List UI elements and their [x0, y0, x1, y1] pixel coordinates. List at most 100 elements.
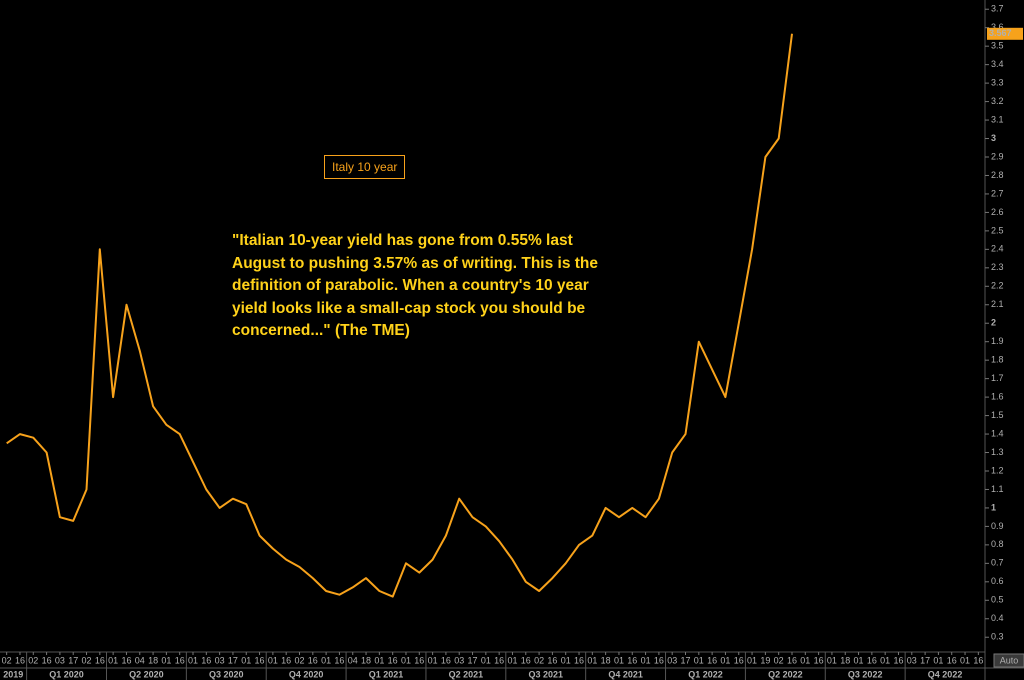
x-tick-label: 01	[800, 655, 810, 665]
y-tick-label: 1.1	[991, 484, 1004, 494]
x-tick-label: 16	[707, 655, 717, 665]
x-tick-label: 17	[920, 655, 930, 665]
x-tick-label: 02	[2, 655, 12, 665]
x-tick-label: 17	[228, 655, 238, 665]
y-tick-label: 3.5	[991, 41, 1004, 51]
y-tick-label: 0.4	[991, 613, 1004, 623]
x-tick-label: 16	[893, 655, 903, 665]
y-tick-label: 2.4	[991, 244, 1004, 254]
y-tick-label: 2.3	[991, 262, 1004, 272]
x-tick-label: 16	[574, 655, 584, 665]
x-tick-label: 16	[95, 655, 105, 665]
y-tick-label: 0.3	[991, 632, 1004, 642]
x-tick-label: 18	[361, 655, 371, 665]
x-tick-label: 16	[42, 655, 52, 665]
y-tick-label: 2.6	[991, 207, 1004, 217]
x-tick-label: 01	[268, 655, 278, 665]
x-tick-label: 01	[428, 655, 438, 665]
x-tick-label: 16	[201, 655, 211, 665]
x-tick-label: 16	[121, 655, 131, 665]
x-group-label: Q1 2021	[369, 669, 404, 679]
y-tick-label: 1.5	[991, 410, 1004, 420]
x-tick-label: 16	[814, 655, 824, 665]
x-tick-label: 03	[454, 655, 464, 665]
x-tick-label: 01	[401, 655, 411, 665]
x-tick-label: 01	[374, 655, 384, 665]
y-tick-label: 3.1	[991, 114, 1004, 124]
y-tick-label: 1.2	[991, 465, 1004, 475]
x-tick-label: 18	[840, 655, 850, 665]
y-tick-label: 1.6	[991, 391, 1004, 401]
x-tick-label: 01	[933, 655, 943, 665]
x-tick-label: 02	[534, 655, 544, 665]
x-group-label: Q1 2020	[49, 669, 84, 679]
x-tick-label: 16	[308, 655, 318, 665]
y-tick-label: 3.6	[991, 22, 1004, 32]
x-tick-label: 01	[694, 655, 704, 665]
y-tick-label: 1.9	[991, 336, 1004, 346]
x-tick-label: 02	[82, 655, 92, 665]
x-group-label: Q4 2021	[608, 669, 643, 679]
x-tick-label: 04	[135, 655, 145, 665]
x-tick-label: 16	[547, 655, 557, 665]
y-tick-label: 2.7	[991, 188, 1004, 198]
x-tick-label: 01	[854, 655, 864, 665]
data-line	[6, 33, 793, 598]
x-tick-label: 01	[241, 655, 251, 665]
x-tick-label: 01	[960, 655, 970, 665]
x-tick-label: 03	[55, 655, 65, 665]
auto-button-label[interactable]: Auto	[1000, 655, 1019, 665]
x-tick-label: 16	[654, 655, 664, 665]
x-tick-label: 16	[414, 655, 424, 665]
x-tick-label: 16	[947, 655, 957, 665]
x-group-label: Q3 2020	[209, 669, 244, 679]
x-tick-label: 01	[108, 655, 118, 665]
x-tick-label: 19	[760, 655, 770, 665]
y-tick-label: 3.3	[991, 77, 1004, 87]
x-tick-label: 16	[281, 655, 291, 665]
x-tick-label: 01	[614, 655, 624, 665]
x-tick-label: 01	[481, 655, 491, 665]
y-tick-label: 0.5	[991, 595, 1004, 605]
x-group-label: Q4 2022	[928, 669, 963, 679]
y-tick-label: 1.7	[991, 373, 1004, 383]
x-tick-label: 16	[15, 655, 25, 665]
x-tick-label: 01	[880, 655, 890, 665]
x-tick-label: 17	[680, 655, 690, 665]
x-tick-label: 02	[774, 655, 784, 665]
x-tick-label: 16	[255, 655, 265, 665]
x-group-label: Q2 2021	[449, 669, 484, 679]
x-tick-label: 03	[667, 655, 677, 665]
x-tick-label: 04	[348, 655, 358, 665]
x-tick-label: 16	[441, 655, 451, 665]
x-tick-label: 16	[494, 655, 504, 665]
x-group-label: Q2 2020	[129, 669, 164, 679]
legend-label: Italy 10 year	[324, 155, 406, 179]
auto-button[interactable]	[993, 653, 1024, 668]
x-tick-label: 16	[867, 655, 877, 665]
x-tick-label: 16	[787, 655, 797, 665]
x-tick-label: 18	[148, 655, 158, 665]
x-tick-label: 01	[827, 655, 837, 665]
x-tick-label: 16	[734, 655, 744, 665]
x-tick-label: 16	[973, 655, 983, 665]
y-tick-label: 2.2	[991, 281, 1004, 291]
y-tick-label: 3.4	[991, 59, 1004, 69]
y-tick-label: 0.8	[991, 539, 1004, 549]
x-tick-label: 01	[720, 655, 730, 665]
y-tick-label: 2.5	[991, 225, 1004, 235]
y-tick-label: 0.9	[991, 521, 1004, 531]
x-tick-label: 03	[907, 655, 917, 665]
y-tick-label: 1.4	[991, 428, 1004, 438]
x-tick-label: 16	[334, 655, 344, 665]
x-tick-label: 01	[507, 655, 517, 665]
x-tick-label: 01	[747, 655, 757, 665]
x-tick-label: 02	[294, 655, 304, 665]
x-group-label: Q3 2022	[848, 669, 883, 679]
y-tick-label: 1.3	[991, 447, 1004, 457]
y-tick-label: 3.2	[991, 96, 1004, 106]
x-group-label: Q2 2022	[768, 669, 803, 679]
x-tick-label: 03	[215, 655, 225, 665]
